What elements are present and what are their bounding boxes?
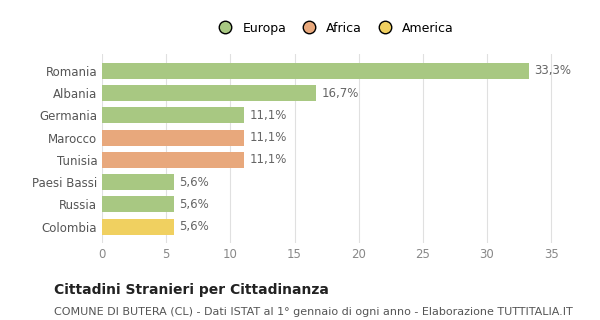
Text: 5,6%: 5,6% [179,198,209,211]
Text: 33,3%: 33,3% [535,65,571,77]
Text: 5,6%: 5,6% [179,220,209,233]
Text: COMUNE DI BUTERA (CL) - Dati ISTAT al 1° gennaio di ogni anno - Elaborazione TUT: COMUNE DI BUTERA (CL) - Dati ISTAT al 1°… [54,307,573,317]
Bar [102,130,244,146]
Bar [102,196,174,212]
Text: 11,1%: 11,1% [250,153,287,166]
Legend: Europa, Africa, America: Europa, Africa, America [210,19,456,37]
Bar [102,174,174,190]
Bar [102,63,529,79]
Text: 5,6%: 5,6% [179,176,209,189]
Text: Cittadini Stranieri per Cittadinanza: Cittadini Stranieri per Cittadinanza [54,283,329,297]
Text: 11,1%: 11,1% [250,131,287,144]
Bar [102,219,174,235]
Text: 16,7%: 16,7% [322,87,359,100]
Bar [102,108,244,124]
Text: 11,1%: 11,1% [250,109,287,122]
Bar [102,85,316,101]
Bar [102,152,244,168]
